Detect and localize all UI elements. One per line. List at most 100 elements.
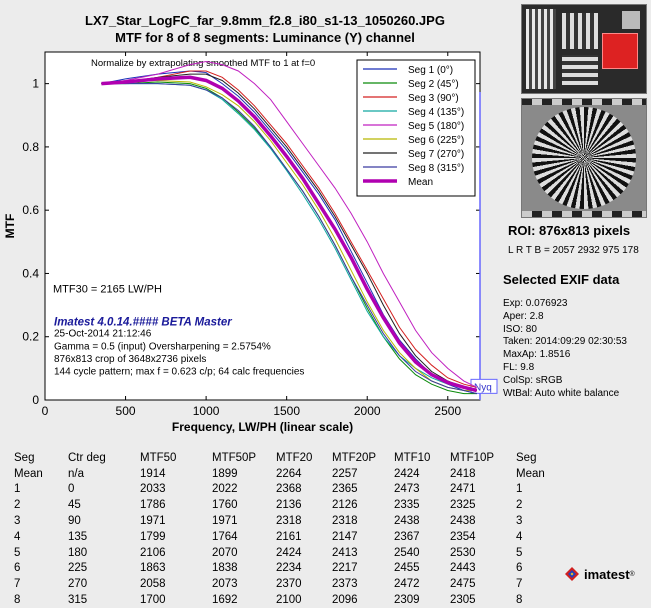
table-cell: 2368 [276, 483, 302, 496]
table-cell: 2438 [394, 515, 420, 528]
column-header: Seg [516, 451, 537, 464]
column-header: MTF20P [332, 451, 377, 464]
table-cell: 2530 [450, 546, 476, 559]
table-cell: 180 [68, 546, 88, 559]
table-cell: 2264 [276, 467, 302, 480]
logo-registered-mark: ® [629, 570, 635, 578]
series-line [101, 83, 477, 395]
x-tick-label: 500 [116, 404, 136, 418]
table-cell: 2540 [394, 546, 420, 559]
table-cell: 90 [68, 515, 81, 528]
table-cell: 2096 [332, 594, 358, 607]
column-header: MTF50 [140, 451, 177, 464]
column-header: Seg [14, 451, 35, 464]
y-tick-label: 0.6 [22, 203, 39, 217]
roi-coordinates: L R T B = 2057 2932 975 178 [508, 245, 639, 256]
roi-thumbnail [521, 98, 647, 218]
table-cell: 45 [68, 499, 81, 512]
table-cell: 2058 [140, 578, 166, 591]
table-cell: 4 [14, 530, 21, 543]
exif-iso: ISO: 80 [503, 323, 537, 335]
column-header: MTF20 [276, 451, 313, 464]
table-cell: 2424 [394, 467, 420, 480]
table-cell: 2473 [394, 483, 420, 496]
table-cell: 2471 [450, 483, 476, 496]
y-tick-label: 1 [32, 77, 39, 91]
table-cell: 3 [516, 515, 523, 528]
table-cell: Mean [516, 467, 545, 480]
table-cell: n/a [68, 467, 84, 480]
table-cell: 2354 [450, 530, 476, 543]
mtf-chart: 0 500 1000 1500 2000 2500 0 0.2 0.4 0.6 0.8 1 Freque… [3, 51, 498, 434]
crop-annotation: 876x813 crop of 3648x2736 pixels [54, 354, 206, 365]
table-cell: 270 [68, 578, 88, 591]
exif-color-space: ColSp: sRGB [503, 374, 563, 386]
mtf-results-table: Seg Ctr deg MTF50 MTF50P MTF20 MTF20P MTF10 MTF… [14, 450, 556, 608]
gamma-annotation: Gamma = 0.5 (input) Oversharpening = 2.5… [54, 341, 271, 352]
legend-label: Seg 1 (0°) [408, 65, 453, 76]
table-header-row: Seg Ctr deg MTF50 MTF50P MTF20 MTF20P MTF10 MTF… [14, 450, 556, 466]
legend-label: Mean [408, 177, 433, 188]
table-cell: 2 [14, 499, 21, 512]
table-cell: 4 [516, 530, 523, 543]
table-cell: 1838 [212, 562, 238, 575]
table-row: 4 135 1799 1764 2161 2147 2367 2354 4 [14, 529, 556, 545]
table-cell: 2033 [140, 483, 166, 496]
legend-label: Seg 8 (315°) [408, 163, 464, 174]
table-cell: 2126 [332, 499, 358, 512]
table-cell: 2373 [332, 578, 358, 591]
exif-title: Selected EXIF data [503, 272, 620, 287]
table-cell: 2106 [140, 546, 166, 559]
legend-label: Seg 4 (135°) [408, 107, 464, 118]
exif-max-aperture: MaxAp: 1.8516 [503, 349, 571, 361]
table-cell: 2100 [276, 594, 302, 607]
table-cell: 2 [516, 499, 523, 512]
table-cell: 1899 [212, 467, 238, 480]
y-tick-label: 0 [32, 393, 39, 407]
legend-label: Seg 5 (180°) [408, 121, 464, 132]
exif-exposure: Exp: 0.076923 [503, 298, 568, 309]
table-cell: 2318 [276, 515, 302, 528]
table-cell: 8 [14, 594, 21, 607]
table-cell: 5 [516, 546, 523, 559]
y-tick-label: 0.4 [22, 266, 39, 280]
imatest-logo-icon [565, 567, 579, 581]
image-thumbnail [521, 4, 647, 94]
table-cell: 1692 [212, 594, 238, 607]
x-tick-label: 1500 [273, 404, 300, 418]
series-line [101, 75, 478, 393]
table-row: 1 0 2033 2022 2368 2365 2473 2471 1 [14, 482, 556, 498]
table-cell: 2413 [332, 546, 358, 559]
series-line [101, 73, 477, 391]
pattern-annotation: 144 cycle pattern; max f = 0.623 c/p; 64… [54, 367, 304, 378]
table-cell: 1764 [212, 530, 238, 543]
table-row: 2 45 1786 1760 2136 2126 2335 2325 2 [14, 497, 556, 513]
table-cell: 1700 [140, 594, 166, 607]
table-cell: 2309 [394, 594, 420, 607]
chart-subtitle: MTF for 8 of 8 segments: Luminance (Y) c… [115, 30, 415, 45]
legend-label: Seg 6 (225°) [408, 135, 464, 146]
table-row: 3 90 1971 1971 2318 2318 2438 2438 3 [14, 513, 556, 529]
table-cell: 225 [68, 562, 88, 575]
table-cell: 1786 [140, 499, 166, 512]
table-cell: 2424 [276, 546, 302, 559]
table-cell: 2305 [450, 594, 476, 607]
logo-text: imatest [584, 566, 630, 582]
exif-white-balance: WtBal: Auto white balance [503, 387, 620, 399]
table-cell: 2234 [276, 562, 302, 575]
exif-focal-length: FL: 9.8 [503, 361, 535, 373]
table-cell: 0 [68, 483, 75, 496]
normalize-note: Normalize by extrapolating smoothed MTF … [91, 58, 315, 69]
x-tick-label: 2000 [354, 404, 381, 418]
table-row: 6 225 1863 1838 2234 2217 2455 2443 6 [14, 561, 556, 577]
table-cell: 6 [14, 562, 21, 575]
table-cell: 2147 [332, 530, 358, 543]
series-line [101, 79, 477, 392]
table-cell: 2455 [394, 562, 420, 575]
column-header: MTF10 [394, 451, 431, 464]
table-cell: 2475 [450, 578, 476, 591]
table-cell: 2161 [276, 530, 302, 543]
table-row: 5 180 2106 2070 2424 2413 2540 2530 5 [14, 545, 556, 561]
legend-label: Seg 7 (270°) [408, 149, 464, 160]
table-cell: 2217 [332, 562, 358, 575]
